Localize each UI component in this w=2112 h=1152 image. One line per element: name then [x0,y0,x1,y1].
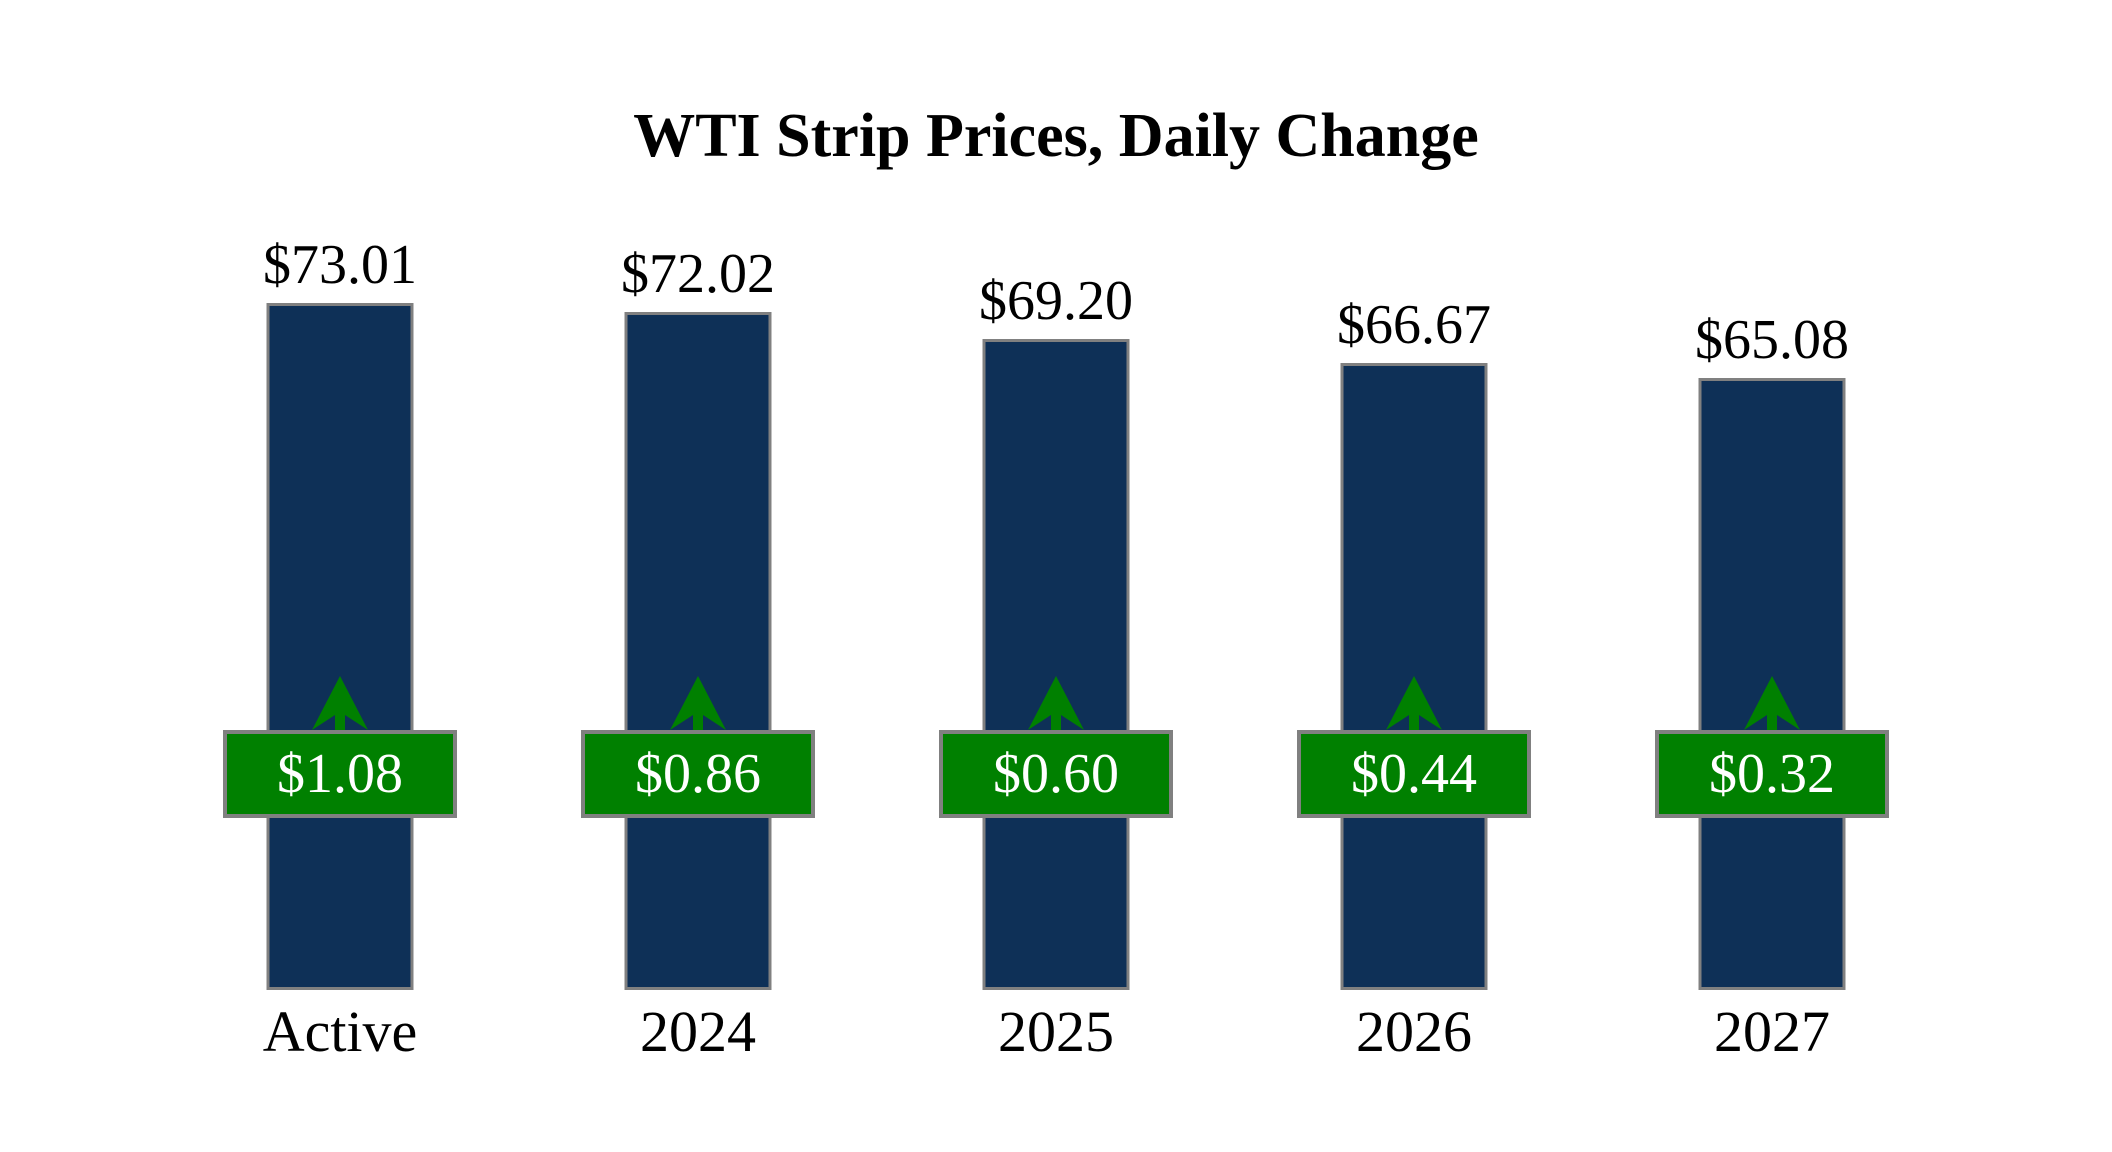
bar-group-2025: $69.20 $0.60 2025 [939,0,1173,1152]
change-value: $0.86 [635,743,761,805]
change-badge: $0.32 [1655,730,1889,818]
price-bar [624,312,772,990]
change-badge: $0.86 [581,730,815,818]
change-value: $0.60 [993,743,1119,805]
change-badge: $0.44 [1297,730,1531,818]
category-label: 2026 [1356,999,1472,1064]
category-label: Active [262,999,418,1064]
bar-group-2024: $72.02 $0.86 2024 [581,0,815,1152]
price-bar [982,338,1130,990]
price-label: $69.20 [979,269,1133,332]
price-label: $72.02 [621,243,775,306]
change-value: $1.08 [277,743,403,805]
change-badge: $0.60 [939,730,1173,818]
up-arrow-icon [1386,676,1442,734]
category-label: 2024 [640,999,756,1064]
chart-title: WTI Strip Prices, Daily Change [633,102,1479,170]
price-label: $66.67 [1337,293,1491,356]
change-badge: $1.08 [223,730,457,818]
change-value: $0.32 [1709,743,1835,805]
up-arrow-icon [670,676,726,734]
bar-group-active: $73.01 $1.08 Active [223,0,457,1152]
price-label: $73.01 [263,233,417,296]
category-label: 2025 [998,999,1114,1064]
up-arrow-icon [1744,676,1800,734]
price-bar [266,302,414,990]
category-label: 2027 [1714,999,1830,1064]
price-label: $65.08 [1695,308,1849,371]
bar-group-2026: $66.67 $0.44 2026 [1297,0,1531,1152]
bar-group-2027: $65.08 $0.32 2027 [1655,0,1889,1152]
up-arrow-icon [1028,676,1084,734]
change-value: $0.44 [1351,743,1477,805]
up-arrow-icon [312,676,368,734]
